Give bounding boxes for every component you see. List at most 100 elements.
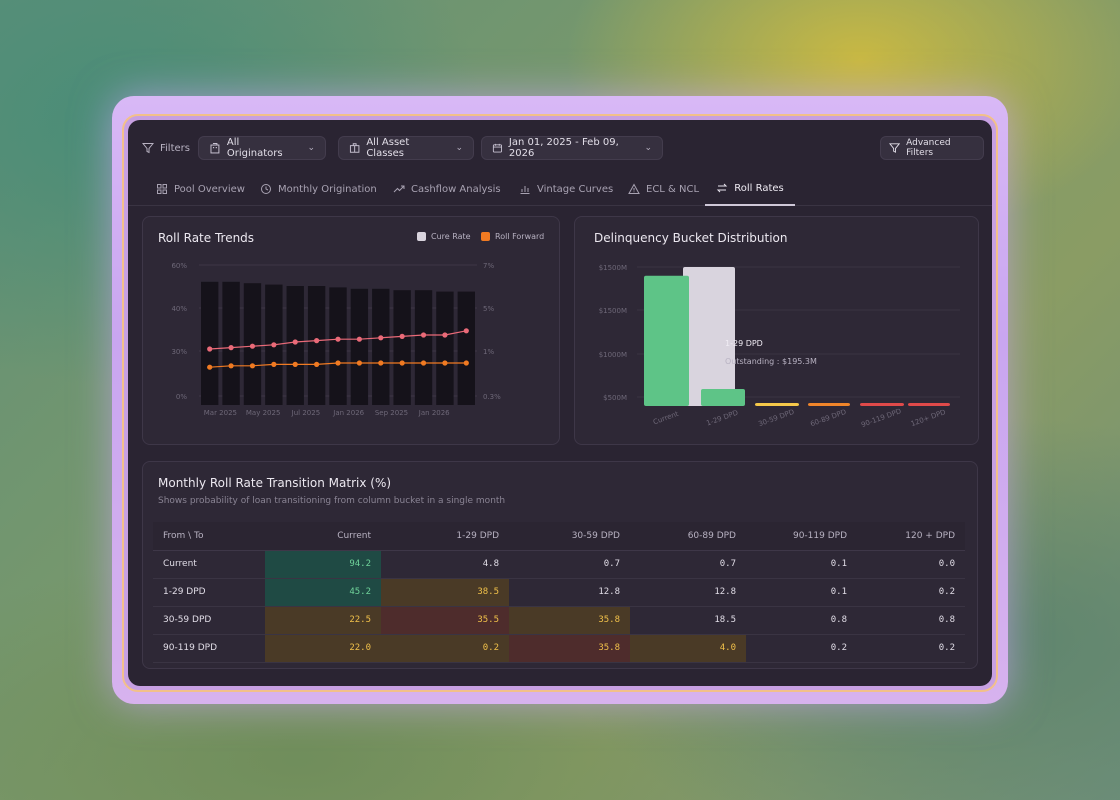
matrix-cell: 35.8: [509, 606, 630, 635]
trend-icon: [393, 185, 405, 193]
x-tick: Jan 2026: [418, 409, 450, 417]
tab-vintage-curves[interactable]: Vintage Curves: [519, 172, 613, 206]
column-header: Current: [265, 522, 381, 551]
cure-rate-swatch: [417, 232, 426, 241]
volume-bar: [286, 286, 304, 405]
matrix-cell: 0.7: [509, 550, 630, 579]
column-header: 30-59 DPD: [509, 522, 630, 551]
bucket-bar: [644, 275, 689, 406]
y-right-tick: 7%: [483, 262, 494, 270]
card-title: Monthly Roll Rate Transition Matrix (%): [158, 476, 392, 490]
legend-cure-rate[interactable]: Cure Rate: [417, 232, 471, 241]
volume-bar: [372, 288, 390, 405]
matrix-cell: 12.8: [509, 578, 630, 607]
cure-rate-point: [356, 336, 362, 342]
roll-forward-point: [420, 360, 427, 366]
legend-label: Roll Forward: [495, 232, 545, 241]
roll-forward-point: [399, 360, 405, 366]
column-header: 90-119 DPD: [746, 522, 857, 551]
asset-classes-dropdown[interactable]: All Asset Classes ⌄: [338, 136, 474, 160]
tab-label: ECL & NCL: [646, 183, 700, 195]
matrix-cell: 12.8: [630, 578, 746, 607]
cure-rate-point: [271, 342, 277, 348]
filter-icon: [142, 143, 154, 154]
advanced-filters-label: Advanced Filters: [906, 138, 951, 158]
volume-bar: [350, 288, 369, 405]
bucket-bar: [860, 403, 904, 406]
roll-forward-point: [335, 360, 341, 366]
filter-bar: Filters All Originators ⌄ All Asset Clas…: [128, 134, 992, 162]
x-tick: May 2025: [246, 409, 281, 417]
column-header-from-to: From \ To: [153, 522, 265, 551]
tooltip-title: 1-29 DPD: [725, 339, 763, 348]
row-header: 1-29 DPD: [153, 578, 265, 607]
cure-rate-point: [335, 336, 341, 342]
matrix-cell: 22.0: [265, 634, 381, 663]
roll-forward-point: [314, 361, 320, 367]
category-label: 1-29 DPD: [705, 409, 739, 428]
roll-forward-point: [292, 361, 298, 367]
tab-pool-overview[interactable]: Pool Overview: [156, 172, 245, 206]
chevron-down-icon: ⌄: [455, 143, 463, 153]
cure-rate-point: [463, 328, 469, 334]
tab-bar: Pool Overview Monthly Origination Cashfl…: [128, 172, 992, 206]
matrix-cell: 0.2: [857, 578, 965, 607]
legend-label: Cure Rate: [431, 232, 471, 241]
matrix-cell: 0.7: [630, 550, 746, 579]
volume-bar: [307, 286, 326, 405]
cure-rate-point: [249, 343, 256, 349]
legend-roll-forward[interactable]: Roll Forward: [481, 232, 544, 241]
y-left-tick: 60%: [171, 262, 187, 270]
y-tick: $1000M: [599, 351, 627, 359]
matrix-cell: 0.1: [746, 578, 857, 607]
originators-value: All Originators: [226, 137, 283, 159]
cure-rate-point: [378, 335, 384, 341]
tab-cashflow-analysis[interactable]: Cashflow Analysis: [393, 172, 501, 206]
bucket-bar: [808, 403, 850, 406]
y-left-tick: 0%: [176, 393, 187, 401]
matrix-cell: 94.2: [265, 550, 381, 579]
cure-rate-point: [207, 346, 213, 352]
row-header: Current: [153, 550, 265, 579]
calendar-icon: [492, 143, 502, 153]
card-title: Delinquency Bucket Distribution: [594, 231, 788, 245]
date-range-picker[interactable]: Jan 01, 2025 - Feb 09, 2026 ⌄: [481, 136, 663, 160]
x-tick: Jul 2025: [291, 409, 321, 417]
tab-roll-rates[interactable]: Roll Rates: [705, 172, 795, 206]
matrix-cell: 45.2: [265, 578, 381, 607]
delinquency-chart: $1500M $1500M $1000M $500M Current 1-29 DPD 30…: [599, 264, 960, 429]
tab-label: Cashflow Analysis: [411, 183, 501, 195]
category-label: 60-89 DPD: [809, 408, 847, 428]
volume-bar: [436, 291, 454, 405]
matrix-cell: 0.1: [746, 550, 857, 579]
roll-forward-point: [442, 360, 448, 366]
roll-rate-trends-card: Roll Rate Trends Cure Rate Roll Forward …: [142, 216, 560, 445]
matrix-cell: 0.8: [857, 606, 965, 635]
advanced-filters-button[interactable]: Advanced Filters: [880, 136, 984, 160]
card-title: Roll Rate Trends: [158, 231, 255, 245]
tab-monthly-origination[interactable]: Monthly Origination: [260, 172, 377, 206]
category-label: 90-119 DPD: [860, 407, 902, 429]
bar-chart-icon: [520, 186, 530, 194]
tab-ecl-ncl[interactable]: ECL & NCL: [628, 172, 699, 206]
matrix-cell: 4.0: [630, 634, 746, 663]
originators-dropdown[interactable]: All Originators ⌄: [198, 136, 326, 160]
table-header-row: From \ To Current 1-29 DPD 30-59 DPD 60-89 D…: [153, 522, 965, 551]
y-right-tick: 5%: [483, 305, 494, 313]
y-left-tick: 30%: [171, 348, 187, 356]
x-tick: Mar 2025: [204, 409, 237, 417]
table-body: Current 94.2 4.8 0.7 0.7 0.1 0.0 1-29 DPD 45.2 38…: [153, 550, 965, 663]
volume-bar: [201, 281, 219, 405]
cure-rate-point: [292, 339, 298, 345]
category-label: Current: [652, 410, 680, 427]
transition-matrix-card: Monthly Roll Rate Transition Matrix (%) …: [142, 461, 978, 669]
transition-matrix-table: From \ To Current 1-29 DPD 30-59 DPD 60-89 D…: [153, 522, 965, 663]
matrix-cell: 22.5: [265, 606, 381, 635]
volume-bar: [393, 290, 411, 405]
bucket-bar: [755, 402, 799, 406]
row-header: 90-119 DPD: [153, 634, 265, 663]
hover-highlight-bar: [683, 267, 735, 406]
clock-icon: [261, 184, 271, 194]
dashboard-window: Filters All Originators ⌄ All Asset Clas…: [128, 120, 992, 686]
building-icon: [210, 143, 220, 154]
